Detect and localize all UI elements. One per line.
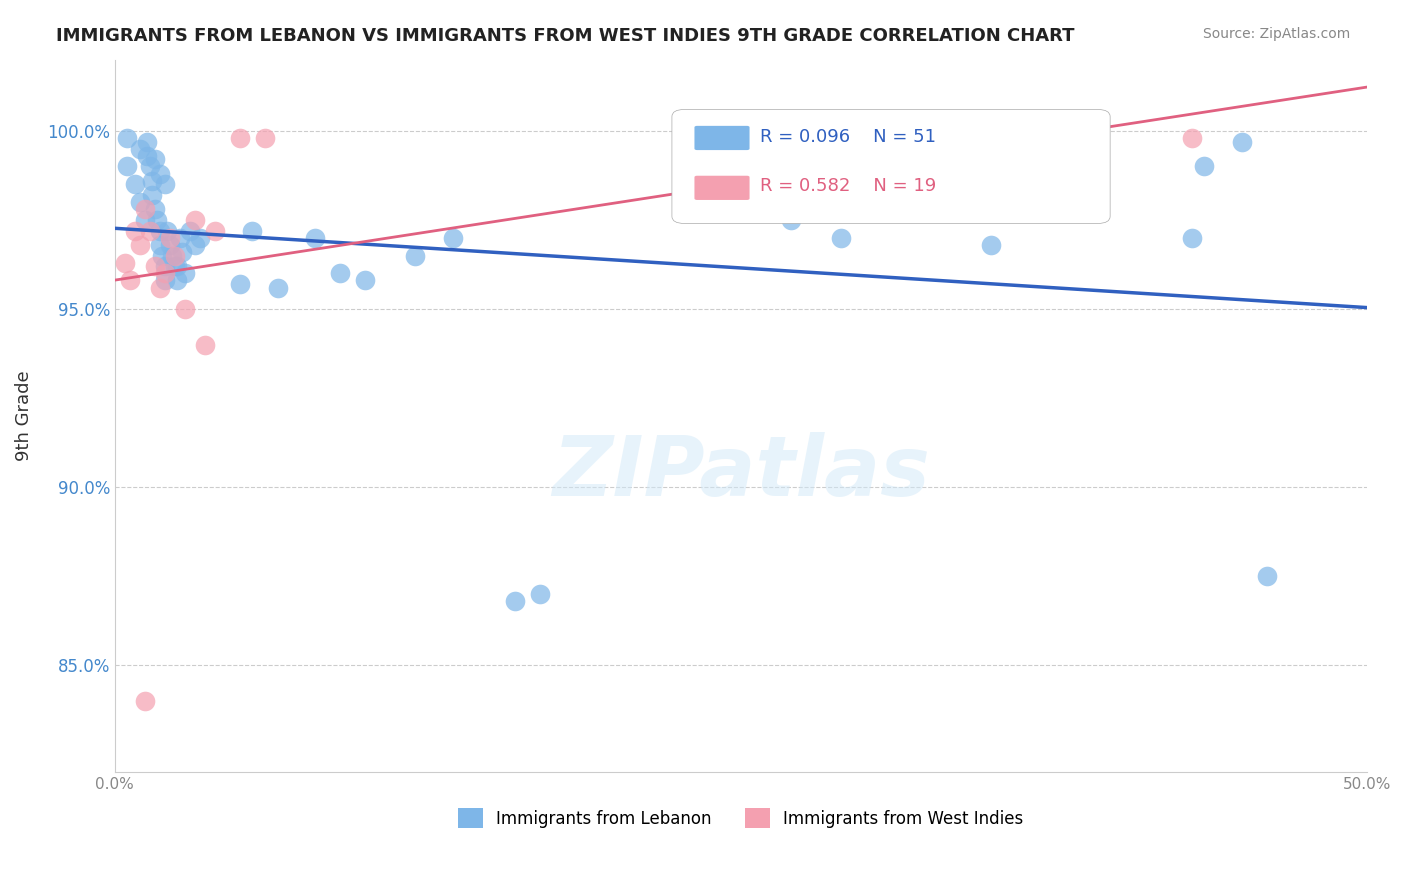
Point: [169, 230, 191, 244]
Point: [329, 266, 352, 280]
Point: [143, 153, 166, 167]
Point: [136, 149, 159, 163]
Point: [153, 266, 176, 280]
Point: [162, 248, 184, 262]
Text: R = 0.096    N = 51: R = 0.096 N = 51: [759, 128, 935, 145]
Point: [266, 280, 288, 294]
Point: [117, 160, 139, 174]
Text: ZIPatlas: ZIPatlas: [551, 433, 929, 513]
Point: [1230, 135, 1253, 149]
Point: [139, 160, 162, 174]
Point: [1180, 131, 1202, 145]
Point: [141, 188, 163, 202]
Point: [188, 230, 211, 244]
Point: [153, 178, 176, 192]
Point: [172, 244, 194, 259]
Point: [173, 301, 195, 316]
Point: [134, 202, 156, 217]
Point: [166, 259, 188, 273]
Point: [1256, 569, 1278, 583]
Point: [505, 594, 527, 608]
Point: [118, 273, 141, 287]
Point: [184, 213, 207, 227]
Point: [141, 174, 163, 188]
Point: [149, 237, 172, 252]
Point: [173, 266, 195, 280]
Point: [229, 131, 252, 145]
Point: [354, 273, 377, 287]
Point: [143, 202, 166, 217]
Point: [830, 230, 852, 244]
Point: [128, 195, 150, 210]
Point: [980, 237, 1002, 252]
Point: [1192, 160, 1215, 174]
Text: Source: ZipAtlas.com: Source: ZipAtlas.com: [1202, 27, 1350, 41]
Point: [194, 337, 217, 351]
Point: [124, 178, 146, 192]
Point: [304, 230, 326, 244]
Point: [441, 230, 464, 244]
Point: [184, 237, 207, 252]
Point: [229, 277, 252, 291]
FancyBboxPatch shape: [695, 126, 749, 150]
FancyBboxPatch shape: [672, 110, 1111, 224]
Point: [128, 142, 150, 156]
FancyBboxPatch shape: [695, 176, 749, 200]
Point: [136, 135, 159, 149]
Point: [529, 587, 551, 601]
Point: [159, 237, 181, 252]
Point: [128, 237, 150, 252]
Point: [156, 224, 179, 238]
Point: [153, 273, 176, 287]
Legend: Immigrants from Lebanon, Immigrants from West Indies: Immigrants from Lebanon, Immigrants from…: [451, 801, 1031, 835]
Point: [179, 224, 201, 238]
Point: [153, 259, 176, 273]
Text: IMMIGRANTS FROM LEBANON VS IMMIGRANTS FROM WEST INDIES 9TH GRADE CORRELATION CHA: IMMIGRANTS FROM LEBANON VS IMMIGRANTS FR…: [56, 27, 1074, 45]
Point: [1067, 135, 1090, 149]
Point: [404, 248, 426, 262]
Point: [149, 224, 172, 238]
Y-axis label: 9th Grade: 9th Grade: [15, 370, 32, 461]
Point: [124, 224, 146, 238]
Point: [134, 694, 156, 708]
Point: [149, 280, 172, 294]
Point: [143, 259, 166, 273]
Point: [134, 213, 156, 227]
Point: [150, 248, 173, 262]
Point: [779, 213, 801, 227]
Point: [166, 273, 188, 287]
Point: [163, 259, 186, 273]
Point: [139, 224, 162, 238]
Point: [253, 131, 276, 145]
Point: [159, 230, 181, 244]
Point: [1180, 230, 1202, 244]
Point: [149, 167, 172, 181]
Point: [114, 255, 136, 269]
Point: [146, 213, 169, 227]
Point: [204, 224, 226, 238]
Point: [117, 131, 139, 145]
Point: [163, 248, 186, 262]
Point: [242, 224, 264, 238]
Text: R = 0.582    N = 19: R = 0.582 N = 19: [759, 178, 936, 195]
